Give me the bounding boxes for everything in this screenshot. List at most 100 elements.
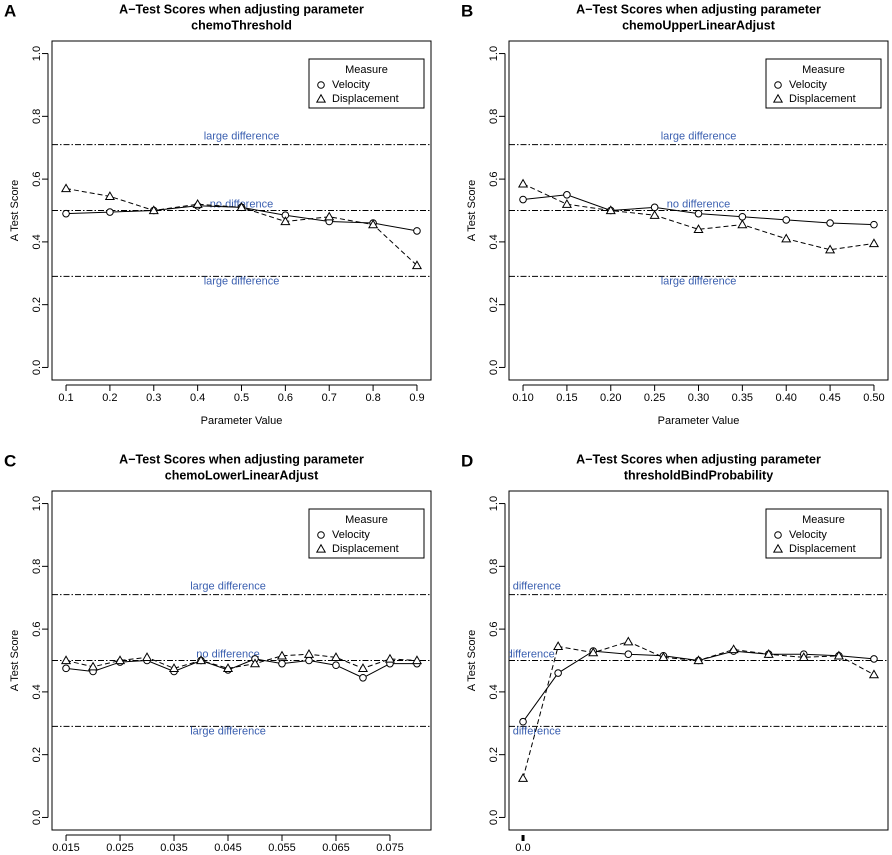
- triangle-marker: [114, 655, 126, 665]
- triangle-marker: [192, 199, 203, 208]
- circle-marker: [106, 208, 114, 216]
- legend-label: Velocity: [789, 79, 827, 91]
- legend-label: Velocity: [789, 529, 827, 541]
- circle-marker: [554, 669, 562, 677]
- panel-label: D: [461, 451, 473, 470]
- triangle-marker: [553, 641, 564, 651]
- chart-title: A−Test Scores when adjusting parameter: [119, 452, 364, 466]
- x-tick-label: 0.9: [409, 392, 424, 404]
- series-line: [65, 658, 417, 679]
- circle-marker: [62, 664, 70, 673]
- triangle-marker: [825, 244, 836, 254]
- x-tick-label: 0.3: [146, 392, 161, 404]
- panel-label: B: [461, 1, 473, 20]
- triangle-marker: [148, 205, 159, 215]
- circle-marker: [413, 227, 421, 235]
- panel: D A−Test Scores when adjusting parameter t…: [461, 451, 889, 854]
- y-tick-label: 0.2: [31, 297, 43, 312]
- triangle-marker: [588, 647, 599, 657]
- triangle-marker: [60, 183, 72, 193]
- y-tick-label: 0.4: [488, 234, 500, 249]
- triangle-marker: [141, 652, 153, 662]
- legend-box: [765, 508, 882, 559]
- legend-title: Measure: [802, 514, 845, 526]
- reference-label: large difference: [190, 725, 266, 737]
- triangle-marker: [728, 644, 739, 654]
- x-tick-label: 0.0: [515, 842, 530, 854]
- y-tick-label: 0.8: [31, 109, 43, 124]
- circle-marker: [650, 203, 659, 212]
- reference-label: large difference: [485, 725, 561, 737]
- triangle-marker: [324, 211, 335, 221]
- circle-marker: [774, 531, 782, 539]
- legend: Measure Velocity Displacement: [308, 58, 425, 109]
- triangle-marker: [330, 652, 342, 662]
- triangle-marker: [384, 653, 396, 663]
- x-tick-label: 0.2: [102, 392, 117, 404]
- triangle-marker: [276, 650, 288, 660]
- triangle-marker: [517, 773, 529, 782]
- x-axis-label: Parameter Value: [658, 415, 740, 427]
- triangle-marker: [315, 543, 327, 553]
- circle-marker: [738, 212, 747, 221]
- reference-label: large difference: [661, 130, 737, 142]
- circle-marker: [782, 216, 791, 224]
- circle-marker: [519, 195, 527, 204]
- triangle-marker: [693, 655, 704, 665]
- legend-title: Measure: [345, 64, 388, 76]
- y-tick-label: 0.8: [488, 559, 500, 574]
- triangle-marker: [623, 636, 634, 646]
- triangle-marker: [605, 205, 616, 215]
- triangle-marker: [781, 233, 792, 243]
- y-axis-label: A Test Score: [466, 630, 478, 692]
- y-tick-label: 1.0: [31, 496, 43, 511]
- legend-box: [765, 58, 882, 109]
- circle-marker: [359, 673, 367, 682]
- x-tick-label: 0.40: [776, 392, 797, 404]
- x-tick-label: 0.055: [268, 842, 296, 854]
- circle-marker: [317, 531, 325, 539]
- x-tick-label: 0.035: [160, 842, 188, 854]
- legend: Measure Velocity Displacement: [308, 508, 425, 559]
- x-tick-label: 0.10: [512, 392, 533, 404]
- x-tick-label: 0.50: [863, 392, 884, 404]
- chart-title: A−Test Scores when adjusting parameter: [119, 2, 364, 16]
- chart-title: chemoThreshold: [191, 18, 292, 32]
- triangle-marker: [763, 649, 774, 658]
- y-tick-label: 1.0: [488, 496, 500, 511]
- circle-marker: [826, 219, 834, 227]
- triangle-marker: [868, 669, 880, 679]
- reference-label: no difference: [491, 648, 554, 660]
- reference-label: large difference: [661, 275, 737, 287]
- y-tick-label: 0.2: [488, 297, 500, 312]
- x-tick-label: 0.8: [365, 392, 380, 404]
- x-tick-label: 0.25: [644, 392, 665, 404]
- y-tick-label: 1.0: [31, 46, 43, 61]
- circle-marker: [278, 659, 286, 668]
- y-axis-label: A Test Score: [9, 180, 21, 242]
- reference-label: large difference: [204, 130, 280, 142]
- reference-label: large difference: [485, 580, 561, 592]
- y-tick-label: 1.0: [488, 46, 500, 61]
- panel: B A−Test Scores when adjusting parameter c…: [461, 1, 889, 427]
- reference-label: large difference: [190, 580, 266, 592]
- x-tick-label: 0.065: [322, 842, 350, 854]
- triangle-marker: [368, 219, 379, 229]
- y-tick-label: 0.6: [488, 621, 500, 636]
- legend-title: Measure: [802, 64, 845, 76]
- triangle-marker: [222, 663, 234, 672]
- y-tick-label: 0.4: [31, 684, 43, 699]
- x-tick-label: 0.015: [52, 842, 80, 854]
- triangle-marker: [280, 216, 291, 226]
- legend: Measure Velocity Displacement: [765, 508, 882, 559]
- y-tick-label: 0.0: [31, 810, 43, 825]
- y-tick-label: 0.6: [31, 621, 43, 636]
- triangle-marker: [772, 543, 784, 553]
- legend-label: Velocity: [332, 79, 370, 91]
- reference-label: no difference: [196, 648, 259, 660]
- reference-group: large difference no difference large diffe…: [509, 130, 888, 287]
- triangle-marker: [798, 652, 809, 662]
- x-tick-label: 0.45: [819, 392, 840, 404]
- triangle-marker: [561, 199, 572, 208]
